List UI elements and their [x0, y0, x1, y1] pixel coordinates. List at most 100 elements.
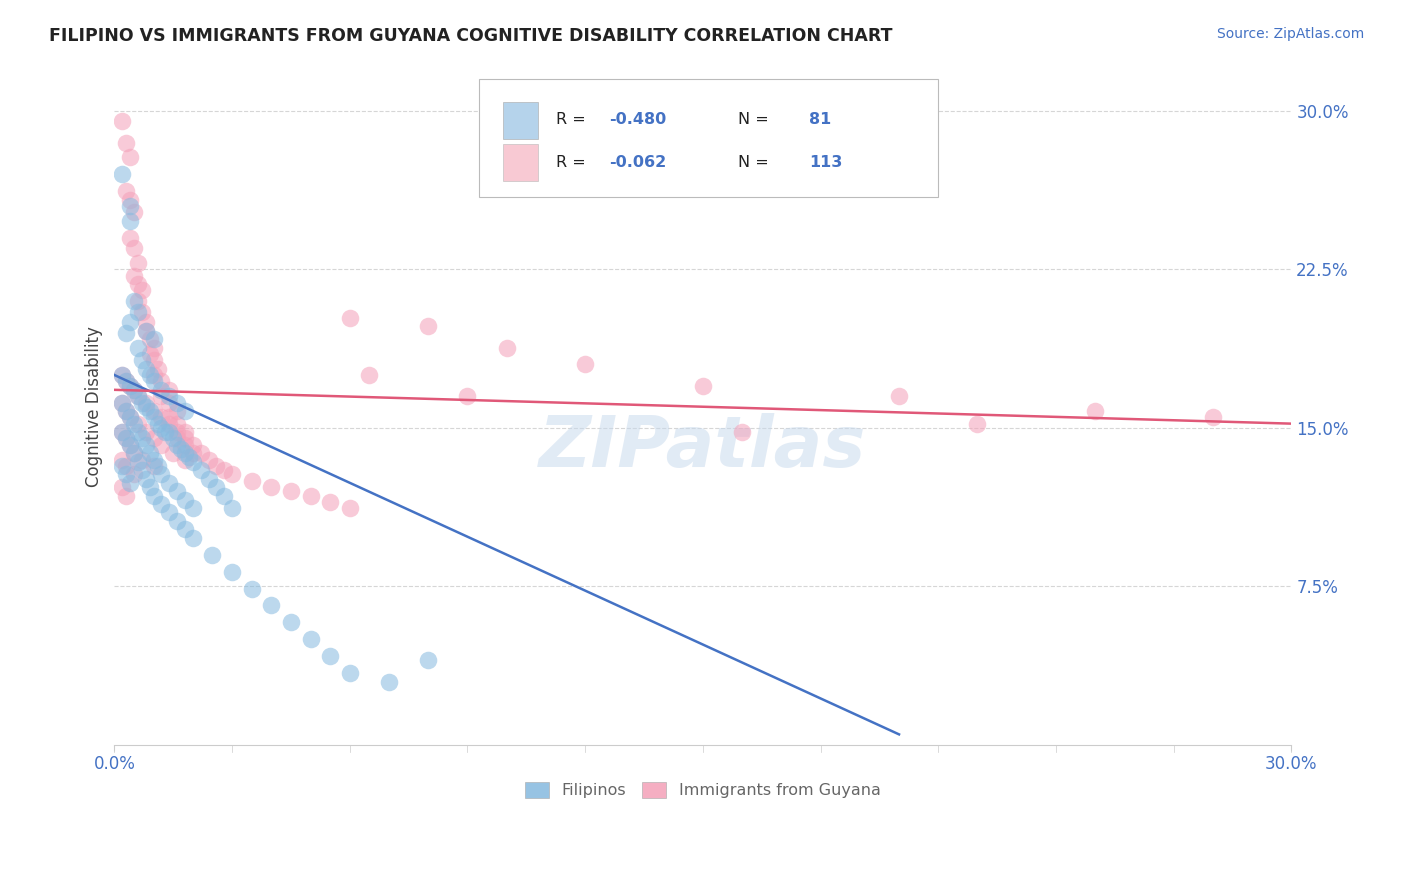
Filipinos — [135, 400, 157, 414]
Immigrants from Guyana — [120, 438, 142, 452]
Immigrants from Guyana — [1202, 410, 1225, 425]
Immigrants from Guyana — [111, 480, 134, 494]
Filipinos — [150, 467, 173, 482]
Immigrants from Guyana — [146, 361, 169, 376]
Filipinos — [135, 361, 157, 376]
Immigrants from Guyana — [150, 375, 173, 389]
Filipinos — [181, 455, 204, 469]
Immigrants from Guyana — [115, 404, 138, 418]
Filipinos — [131, 353, 153, 368]
Immigrants from Guyana — [157, 410, 180, 425]
Filipinos — [299, 632, 322, 647]
Immigrants from Guyana — [122, 241, 145, 255]
FancyBboxPatch shape — [479, 78, 938, 197]
Immigrants from Guyana — [111, 395, 134, 409]
Filipinos — [319, 649, 342, 664]
Filipinos — [174, 446, 197, 460]
Immigrants from Guyana — [115, 184, 138, 198]
Filipinos — [157, 505, 180, 519]
Filipinos — [157, 475, 180, 490]
Filipinos — [378, 674, 401, 689]
Filipinos — [127, 389, 149, 403]
Immigrants from Guyana — [142, 353, 165, 368]
Text: -0.480: -0.480 — [609, 112, 666, 128]
Immigrants from Guyana — [122, 446, 145, 460]
Immigrants from Guyana — [966, 417, 988, 431]
Immigrants from Guyana — [127, 293, 149, 308]
Immigrants from Guyana — [1084, 404, 1107, 418]
Filipinos — [174, 522, 197, 536]
Immigrants from Guyana — [162, 446, 184, 460]
Filipinos — [111, 167, 134, 181]
Filipinos — [181, 531, 204, 545]
Text: 113: 113 — [808, 155, 842, 169]
Immigrants from Guyana — [299, 489, 322, 503]
Filipinos — [138, 368, 160, 382]
Immigrants from Guyana — [359, 368, 381, 382]
Filipinos — [280, 615, 302, 630]
Filipinos — [115, 326, 138, 340]
Immigrants from Guyana — [174, 438, 197, 452]
Immigrants from Guyana — [166, 432, 188, 446]
Filipinos — [142, 332, 165, 346]
Immigrants from Guyana — [131, 452, 153, 467]
Filipinos — [146, 417, 169, 431]
Immigrants from Guyana — [205, 458, 228, 473]
Immigrants from Guyana — [122, 383, 145, 397]
Filipinos — [166, 438, 188, 452]
Filipinos — [418, 653, 440, 667]
Immigrants from Guyana — [127, 417, 149, 431]
Filipinos — [339, 666, 361, 681]
Immigrants from Guyana — [150, 410, 173, 425]
Immigrants from Guyana — [150, 438, 173, 452]
Immigrants from Guyana — [181, 438, 204, 452]
Filipinos — [166, 395, 188, 409]
Immigrants from Guyana — [135, 324, 157, 338]
Filipinos — [127, 341, 149, 355]
Text: ZIPatlas: ZIPatlas — [538, 413, 866, 482]
Immigrants from Guyana — [135, 315, 157, 329]
Immigrants from Guyana — [127, 277, 149, 292]
Immigrants from Guyana — [127, 256, 149, 270]
Immigrants from Guyana — [111, 452, 134, 467]
Filipinos — [142, 489, 165, 503]
Filipinos — [120, 315, 142, 329]
Immigrants from Guyana — [122, 205, 145, 219]
Filipinos — [122, 417, 145, 431]
Text: N =: N = — [738, 112, 769, 128]
Immigrants from Guyana — [120, 230, 142, 244]
Filipinos — [127, 304, 149, 318]
Immigrants from Guyana — [120, 410, 142, 425]
Legend: Filipinos, Immigrants from Guyana: Filipinos, Immigrants from Guyana — [519, 775, 887, 805]
Filipinos — [122, 293, 145, 308]
Filipinos — [115, 467, 138, 482]
Text: FILIPINO VS IMMIGRANTS FROM GUYANA COGNITIVE DISABILITY CORRELATION CHART: FILIPINO VS IMMIGRANTS FROM GUYANA COGNI… — [49, 27, 893, 45]
Text: 81: 81 — [808, 112, 831, 128]
Immigrants from Guyana — [157, 417, 180, 431]
Filipinos — [115, 432, 138, 446]
Filipinos — [205, 480, 228, 494]
Filipinos — [260, 599, 283, 613]
Immigrants from Guyana — [150, 389, 173, 403]
Immigrants from Guyana — [115, 136, 138, 150]
Filipinos — [120, 199, 142, 213]
Immigrants from Guyana — [115, 458, 138, 473]
Immigrants from Guyana — [135, 395, 157, 409]
Filipinos — [138, 404, 160, 418]
Filipinos — [155, 425, 177, 439]
Immigrants from Guyana — [214, 463, 236, 477]
Immigrants from Guyana — [142, 341, 165, 355]
Immigrants from Guyana — [120, 193, 142, 207]
Filipinos — [142, 452, 165, 467]
Immigrants from Guyana — [115, 489, 138, 503]
FancyBboxPatch shape — [503, 145, 538, 181]
Filipinos — [127, 425, 149, 439]
Filipinos — [131, 432, 153, 446]
Filipinos — [150, 383, 173, 397]
Filipinos — [221, 565, 243, 579]
Filipinos — [135, 438, 157, 452]
Text: R =: R = — [555, 155, 591, 169]
Immigrants from Guyana — [574, 358, 596, 372]
Immigrants from Guyana — [142, 458, 165, 473]
Filipinos — [122, 446, 145, 460]
